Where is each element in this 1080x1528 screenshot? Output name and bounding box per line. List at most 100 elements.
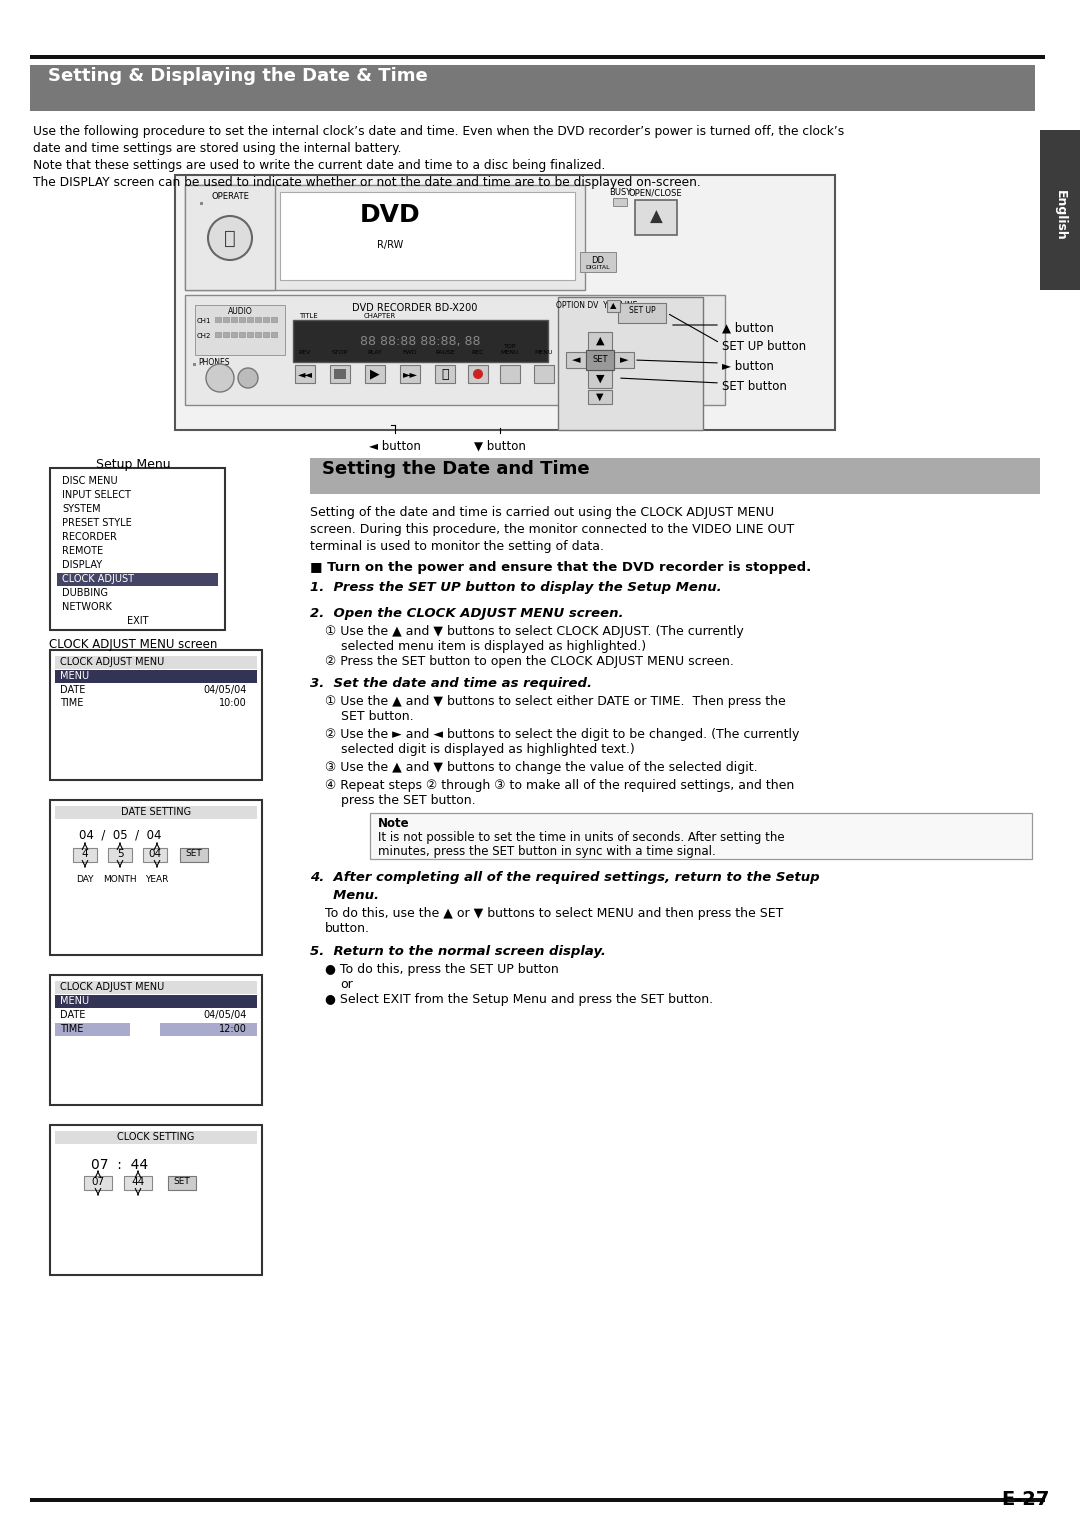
Text: 04/05/04: 04/05/04: [204, 685, 247, 695]
Text: ● Select EXIT from the Setup Menu and press the SET button.: ● Select EXIT from the Setup Menu and pr…: [325, 993, 713, 1005]
Bar: [200, 202, 203, 205]
Text: CHAPTER: CHAPTER: [364, 313, 396, 319]
Text: ② Press the SET button to open the CLOCK ADJUST MENU screen.: ② Press the SET button to open the CLOCK…: [325, 656, 734, 668]
Text: ③ Use the ▲ and ▼ buttons to change the value of the selected digit.: ③ Use the ▲ and ▼ buttons to change the …: [325, 761, 758, 775]
Text: ▶: ▶: [370, 368, 380, 380]
Text: screen. During this procedure, the monitor connected to the VIDEO LINE OUT: screen. During this procedure, the monit…: [310, 523, 794, 536]
Text: ① Use the ▲ and ▼ buttons to select CLOCK ADJUST. (The currently: ① Use the ▲ and ▼ buttons to select CLOC…: [325, 625, 744, 639]
Text: CLOCK SETTING: CLOCK SETTING: [118, 1132, 194, 1141]
Text: 4: 4: [82, 850, 89, 859]
Text: ▼: ▼: [596, 374, 604, 384]
Bar: [264, 332, 269, 338]
Text: To do this, use the ▲ or ▼ buttons to select MENU and then press the SET: To do this, use the ▲ or ▼ buttons to se…: [325, 908, 783, 920]
Bar: [168, 1177, 195, 1190]
Text: DIGITAL: DIGITAL: [585, 264, 610, 270]
Text: ▲ button: ▲ button: [723, 322, 774, 335]
Bar: [558, 296, 703, 429]
Text: ◄ button: ◄ button: [369, 440, 421, 452]
Text: MENU: MENU: [535, 350, 553, 354]
Text: CH1: CH1: [197, 318, 212, 324]
Text: SET: SET: [186, 850, 202, 859]
Bar: [310, 458, 1040, 494]
Text: 5: 5: [117, 850, 123, 859]
Bar: [30, 1497, 1045, 1502]
Text: ▲: ▲: [596, 336, 604, 345]
Text: DATE: DATE: [60, 685, 85, 695]
Bar: [50, 468, 225, 630]
Text: It is not possible to set the time in units of seconds. After setting the: It is not possible to set the time in un…: [378, 831, 785, 843]
Bar: [330, 365, 350, 384]
Text: DVD: DVD: [360, 203, 420, 228]
Bar: [180, 848, 208, 862]
Text: REV: REV: [299, 350, 311, 354]
Text: DD: DD: [592, 257, 605, 264]
Text: 88 88:88 88:88, 88: 88 88:88 88:88, 88: [360, 335, 481, 347]
Text: RECORDER: RECORDER: [62, 532, 117, 542]
Bar: [293, 319, 548, 362]
Circle shape: [206, 364, 234, 393]
Text: Menu.: Menu.: [310, 889, 379, 902]
Bar: [160, 1024, 257, 1036]
Text: Setting the Date and Time: Setting the Date and Time: [322, 460, 590, 478]
Bar: [255, 332, 261, 338]
Text: 5.  Return to the normal screen display.: 5. Return to the normal screen display.: [310, 944, 606, 958]
Bar: [50, 801, 262, 955]
Bar: [588, 390, 612, 403]
Bar: [55, 1024, 130, 1036]
Bar: [222, 316, 229, 322]
Bar: [55, 805, 257, 819]
Text: terminal is used to monitor the setting of data.: terminal is used to monitor the setting …: [310, 539, 604, 553]
Text: SYSTEM: SYSTEM: [62, 504, 100, 513]
Bar: [50, 1125, 262, 1274]
Text: MENU: MENU: [60, 671, 90, 681]
Bar: [264, 316, 269, 322]
Text: MONTH: MONTH: [104, 876, 137, 885]
Circle shape: [238, 368, 258, 388]
Text: DUBBING: DUBBING: [62, 588, 108, 597]
Text: CLOCK ADJUST MENU screen: CLOCK ADJUST MENU screen: [49, 639, 217, 651]
Bar: [613, 199, 627, 206]
Bar: [618, 303, 666, 322]
Text: OPEN/CLOSE: OPEN/CLOSE: [629, 188, 681, 197]
Bar: [400, 365, 420, 384]
Bar: [185, 185, 585, 290]
Bar: [239, 316, 245, 322]
Bar: [239, 332, 245, 338]
Bar: [588, 370, 612, 388]
Bar: [247, 332, 253, 338]
Bar: [607, 299, 620, 312]
Text: ● To do this, press the SET UP button: ● To do this, press the SET UP button: [325, 963, 558, 976]
Text: 4.  After completing all of the required settings, return to the Setup: 4. After completing all of the required …: [310, 871, 820, 885]
Text: TIME: TIME: [60, 1024, 83, 1034]
Text: date and time settings are stored using the internal battery.: date and time settings are stored using …: [33, 142, 402, 154]
Text: DATE: DATE: [60, 1010, 85, 1021]
Text: press the SET button.: press the SET button.: [325, 795, 475, 807]
Bar: [334, 368, 346, 379]
Text: ■ Turn on the power and ensure that the DVD recorder is stopped.: ■ Turn on the power and ensure that the …: [310, 561, 811, 575]
Text: ◄◄: ◄◄: [297, 368, 312, 379]
Text: 04  /  05  /  04: 04 / 05 / 04: [79, 828, 161, 840]
Text: Note: Note: [378, 817, 409, 830]
Bar: [370, 813, 1032, 859]
Text: ►►: ►►: [403, 368, 418, 379]
Bar: [30, 55, 1045, 60]
Text: OPERATE: OPERATE: [211, 193, 248, 202]
Bar: [231, 332, 237, 338]
Bar: [295, 365, 315, 384]
Text: 10:00: 10:00: [219, 698, 247, 707]
Text: ① Use the ▲ and ▼ buttons to select either DATE or TIME.  Then press the: ① Use the ▲ and ▼ buttons to select eith…: [325, 695, 786, 707]
Bar: [185, 295, 725, 405]
Text: Setting & Displaying the Date & Time: Setting & Displaying the Date & Time: [48, 67, 428, 86]
Text: 12:00: 12:00: [219, 1024, 247, 1034]
Bar: [365, 365, 384, 384]
Text: ◄: ◄: [571, 354, 580, 365]
Bar: [108, 848, 132, 862]
Bar: [255, 316, 261, 322]
Text: DVD RECORDER BD-X200: DVD RECORDER BD-X200: [352, 303, 477, 313]
Bar: [55, 981, 257, 995]
Text: 07  :  44: 07 : 44: [92, 1158, 149, 1172]
Text: CH2: CH2: [197, 333, 212, 339]
Text: SET UP button: SET UP button: [723, 341, 806, 353]
Text: selected digit is displayed as highlighted text.): selected digit is displayed as highlight…: [325, 743, 635, 756]
Text: selected menu item is displayed as highlighted.): selected menu item is displayed as highl…: [325, 640, 646, 652]
